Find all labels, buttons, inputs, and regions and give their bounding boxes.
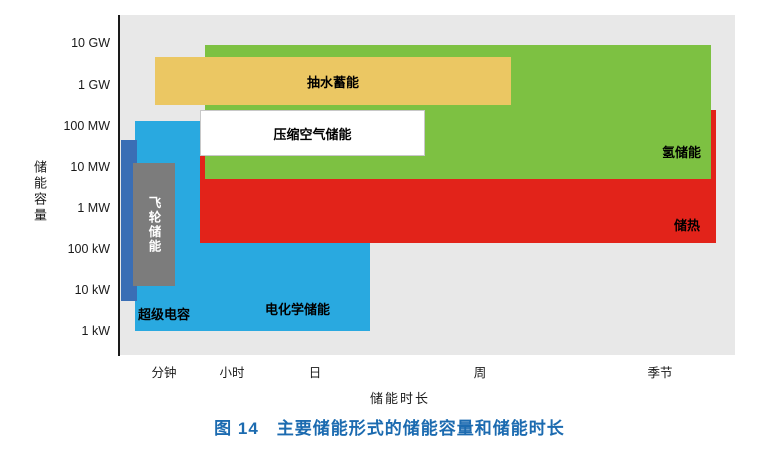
x-tick-1: 小时 xyxy=(219,366,245,380)
storage-box-compressed-air: 压缩空气储能 xyxy=(200,110,425,156)
x-tick-4: 季节 xyxy=(647,366,673,380)
x-axis-title: 储能时长 xyxy=(369,391,431,406)
y-tick-0: 10 GW xyxy=(71,36,110,50)
storage-box-label-thermal: 储热 xyxy=(673,218,700,233)
y-tick-4: 1 MW xyxy=(77,201,110,215)
storage-box-pumped-hydro: 抽水蓄能 xyxy=(155,57,511,105)
y-tick-1: 1 GW xyxy=(78,78,110,92)
y-axis-line xyxy=(118,15,120,356)
storage-box-label-compressed-air: 压缩空气储能 xyxy=(273,126,352,142)
plot-area: 电化学储能 储热 氢储能 抽水蓄能压缩空气储能飞轮储能超级电容 xyxy=(120,15,735,355)
figure-caption: 图 14 主要储能形式的储能容量和储能时长 xyxy=(214,419,565,438)
y-tick-7: 1 kW xyxy=(81,324,110,338)
storage-box-label-supercapacitor: 超级电容 xyxy=(138,307,191,322)
y-tick-3: 10 MW xyxy=(70,160,110,174)
storage-box-label-flywheel: 飞轮储能 xyxy=(146,195,161,254)
y-tick-5: 100 kW xyxy=(67,242,110,256)
x-tick-3: 周 xyxy=(473,366,487,380)
y-tick-6: 10 kW xyxy=(74,283,110,297)
storage-box-label-pumped-hydro: 抽水蓄能 xyxy=(306,74,359,90)
y-tick-2: 100 MW xyxy=(63,119,110,133)
y-axis-title: 储能容量 xyxy=(32,160,47,224)
x-tick-0: 分钟 xyxy=(151,366,177,380)
x-tick-2: 日 xyxy=(308,366,322,380)
storage-box-label-hydrogen: 氢储能 xyxy=(661,145,701,160)
storage-box-flywheel: 飞轮储能 xyxy=(133,163,175,286)
storage-box-label-electrochemical: 电化学储能 xyxy=(264,302,330,317)
